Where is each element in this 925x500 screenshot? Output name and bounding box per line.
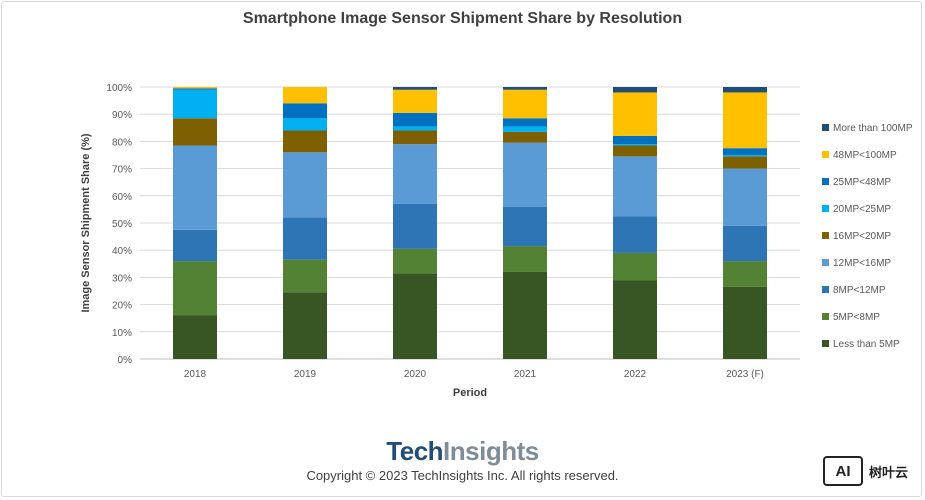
- x-axis-label: Period: [453, 387, 487, 399]
- bar-segment: [723, 286, 767, 359]
- x-tick-label: 2023 (F): [726, 369, 764, 380]
- bar-segment: [393, 126, 437, 131]
- legend-label: 16MP<20MP: [833, 231, 891, 242]
- x-tick-label: 2020: [404, 369, 427, 380]
- bar-segment: [613, 87, 657, 93]
- stacked-bar-chart: 0% 10% 20% 30% 40% 50% 60% 70% 80% 90% 100% 2018 201…: [80, 83, 913, 399]
- bar-segment: [393, 144, 437, 204]
- legend-swatch: [822, 286, 829, 293]
- legend-label: 5MP<8MP: [833, 312, 880, 323]
- bar-segment: [613, 252, 657, 281]
- bar-segment: [503, 246, 547, 272]
- y-tick-label: 70%: [112, 165, 132, 176]
- x-tick-label: 2022: [624, 369, 647, 380]
- bar-segment: [393, 203, 437, 249]
- bar-segment: [503, 126, 547, 132]
- bar-segment: [723, 148, 767, 155]
- bar-segment: [723, 87, 767, 93]
- bar-segment: [393, 89, 437, 113]
- y-axis-label: Image Sensor Shipment Share (%): [80, 133, 92, 312]
- bar-segment: [393, 87, 437, 90]
- bar-segment: [613, 144, 657, 146]
- y-tick-label: 100%: [106, 83, 132, 94]
- watermark: AI 树叶云: [823, 455, 908, 487]
- bar-segment: [393, 112, 437, 127]
- bar-segment: [173, 88, 217, 90]
- bar-segment: [283, 152, 327, 218]
- bar-segment: [173, 145, 217, 230]
- bar-segment: [283, 103, 327, 119]
- bar-segment: [503, 118, 547, 127]
- bar-segment: [613, 216, 657, 253]
- x-tick-label: 2019: [294, 369, 317, 380]
- legend-swatch: [822, 178, 829, 185]
- legend-label: 25MP<48MP: [833, 177, 891, 188]
- bar-segment: [613, 156, 657, 217]
- bar-segment: [173, 315, 217, 359]
- legend-label: 12MP<16MP: [833, 258, 891, 269]
- bar-segment: [283, 118, 327, 131]
- bar-segment: [393, 273, 437, 359]
- bar-segment: [723, 261, 767, 287]
- legend-swatch: [822, 313, 829, 320]
- copyright-text: Copyright © 2023 TechInsights Inc. All r…: [306, 468, 619, 483]
- bar-segment: [173, 229, 217, 262]
- bar-segment: [393, 248, 437, 274]
- bar-segment: [283, 259, 327, 293]
- bar-segment: [283, 130, 327, 153]
- legend-swatch: [822, 151, 829, 158]
- legend-swatch: [822, 205, 829, 212]
- bar-segment: [613, 135, 657, 145]
- y-tick-label: 20%: [112, 301, 132, 312]
- bar-segment: [723, 225, 767, 262]
- watermark-text: 树叶云: [869, 465, 909, 481]
- bar-segment: [503, 131, 547, 143]
- y-tick-label: 90%: [112, 110, 132, 121]
- bar-segment: [613, 280, 657, 359]
- watermark-logo-icon: AI: [823, 456, 863, 486]
- y-tick-label: 30%: [112, 273, 132, 284]
- bar-segment: [613, 92, 657, 136]
- x-tick-label: 2021: [514, 369, 537, 380]
- chart-title: Smartphone Image Sensor Shipment Share b…: [242, 10, 683, 27]
- y-tick-label: 10%: [112, 328, 132, 339]
- bar-segment: [503, 89, 547, 119]
- legend-swatch: [822, 340, 829, 347]
- bar-segment: [503, 206, 547, 247]
- y-tick-label: 40%: [112, 246, 132, 257]
- legend-label: More than 100MP: [833, 123, 913, 134]
- legend-label: Less than 5MP: [833, 339, 900, 350]
- bar-segment: [283, 87, 327, 104]
- bar-segment: [723, 155, 767, 157]
- bar-segment: [723, 92, 767, 149]
- bar-segment: [173, 87, 217, 89]
- bar-segment: [503, 87, 547, 90]
- techinsights-logo: TechInsights: [386, 436, 539, 466]
- bar-segment: [283, 292, 327, 359]
- bar-segment: [393, 130, 437, 145]
- bar-segment: [723, 156, 767, 169]
- y-tick-label: 60%: [112, 192, 132, 203]
- bar-segment: [503, 142, 547, 207]
- y-tick-label: 0%: [118, 355, 133, 366]
- legend-label: 48MP<100MP: [833, 150, 897, 161]
- bar-segment: [173, 118, 217, 146]
- bar-segment: [283, 217, 327, 260]
- legend-label: 8MP<12MP: [833, 285, 886, 296]
- bar-segment: [173, 261, 217, 316]
- legend-swatch: [822, 259, 829, 266]
- bar-segment: [723, 168, 767, 226]
- bar-segment: [503, 271, 547, 359]
- x-tick-label: 2018: [184, 369, 207, 380]
- bar-segment: [613, 145, 657, 157]
- legend-swatch: [822, 124, 829, 131]
- bar-segment: [173, 89, 217, 119]
- legend-swatch: [822, 232, 829, 239]
- y-tick-label: 80%: [112, 137, 132, 148]
- legend-label: 20MP<25MP: [833, 204, 891, 215]
- y-tick-label: 50%: [112, 219, 132, 230]
